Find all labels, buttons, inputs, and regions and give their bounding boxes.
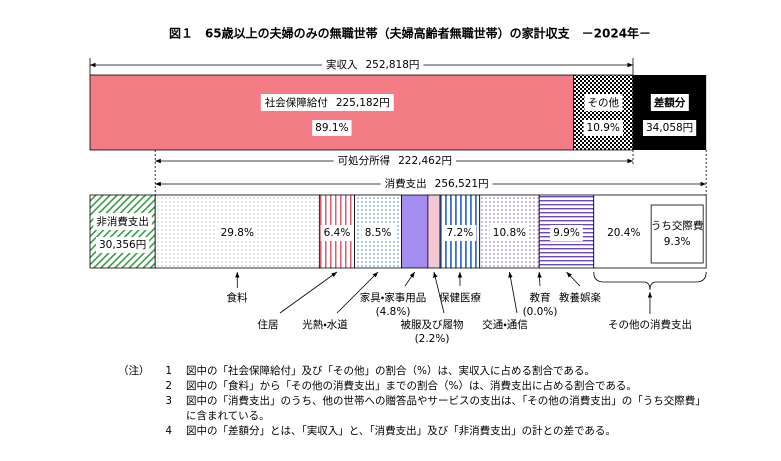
label: 9.9%	[553, 227, 580, 239]
label-bg	[260, 94, 394, 111]
label-bg	[584, 94, 623, 111]
item-label: 光熱・水道	[302, 318, 348, 331]
item-label: 交通・通信	[482, 318, 528, 331]
note-number: 3	[165, 395, 172, 407]
leader-line	[404, 271, 416, 287]
label-bg	[320, 225, 354, 241]
other-income-bar	[573, 74, 634, 151]
label-bg	[93, 213, 152, 230]
notes: （注） 1 図中の「社会保障給付」及び「その他」の割合（%）は、実収入に占める割合で…	[118, 364, 718, 439]
note-text: 図中の「社会保障給付」及び「その他」の割合（%）は、実収入に占める割合である。	[186, 365, 595, 377]
leader-line	[279, 271, 338, 314]
item-share: (2.2%)	[415, 333, 450, 345]
label: 34,058円	[646, 122, 693, 134]
bracket-label: 消費支出	[385, 177, 427, 190]
leader-line	[537, 271, 542, 287]
label-bg	[642, 120, 697, 136]
sub-item-label: うち交際費	[651, 219, 704, 232]
diagram: 図１ 65歳以上の夫婦のみの無職世帯（夫婦高齢者無職世帯）の家計収支 －2024…	[89, 26, 707, 345]
note-text: 図中の「消費支出」のうち、他の世帯への贈答品やサービスの支出は、「その他の消費支…	[186, 395, 706, 422]
title: 図１ 65歳以上の夫婦のみの無職世帯（夫婦高齢者無職世帯）の家計収支 －2024…	[169, 26, 651, 41]
label: 8.5%	[365, 227, 392, 239]
deficit-bar	[633, 75, 707, 150]
bracket-amount: 256,521円	[435, 178, 489, 190]
label: 6.4%	[324, 227, 351, 239]
item-label: 被服及び履物	[401, 318, 464, 331]
sub-item-box	[650, 204, 704, 264]
note: 3 図中の「消費支出」のうち、他の世帯への贈答品やサービスの支出は、「その他の消費…	[118, 394, 718, 424]
label: その他	[587, 96, 619, 109]
leader-line	[508, 271, 518, 314]
label-bg	[583, 120, 623, 136]
label-bg	[550, 225, 583, 241]
bracket-amount: 252,818円	[366, 59, 420, 71]
label-bg	[312, 120, 352, 136]
notes-marker: （注）	[118, 365, 150, 377]
non-consumption-bar	[89, 194, 156, 269]
note: （注） 1 図中の「社会保障給付」及び「その他」の割合（%）は、実収入に占める割合で…	[118, 364, 718, 379]
item-label: 住居	[258, 318, 279, 331]
item-share: (4.8%)	[376, 306, 411, 318]
leader-line	[336, 271, 379, 314]
figure: 社会保障給付 225,182円 89.1% その他 10.9% 差額分 34,058円 実収入…	[89, 57, 707, 345]
label: 89.1%	[315, 122, 348, 134]
item-bar	[401, 194, 429, 269]
label-bg	[604, 225, 644, 241]
social-security-bar	[89, 74, 575, 151]
item-share: (0.0%)	[523, 306, 558, 318]
note-text: 図中の「食料」から「その他の消費支出」までの割合（%）は、消費支出に占める割合で…	[186, 380, 637, 392]
item-label: 保健医療	[439, 291, 481, 304]
label: 社会保障給付	[265, 96, 328, 109]
label: 29.8%	[221, 227, 254, 239]
label-bg	[489, 225, 530, 241]
notes-marker	[118, 394, 150, 424]
brace	[593, 271, 707, 291]
item-label: 教育	[530, 291, 551, 304]
bracket-label: 可処分所得	[338, 154, 391, 167]
leader-line	[433, 271, 445, 314]
label: 10.9%	[587, 122, 620, 134]
item-label: その他の消費支出	[608, 318, 692, 331]
note-text: 図中の「差額分」とは、「実収入」と、「消費支出」及び「非消費支出」の計との差であ…	[186, 425, 616, 437]
label: 20.4%	[607, 227, 640, 239]
note-number: 2	[165, 380, 172, 392]
notes-marker	[118, 424, 150, 439]
label: 差額分	[654, 96, 686, 109]
bracket-label: 実収入	[326, 58, 358, 71]
label-bg	[443, 225, 477, 241]
bracket-amount: 222,462円	[398, 155, 452, 167]
label-bg	[333, 153, 457, 168]
label: 非消費支出	[96, 215, 149, 228]
label-bg	[361, 225, 395, 241]
item-bar	[427, 194, 441, 269]
leader-line	[566, 271, 581, 287]
label: 7.2%	[447, 227, 474, 239]
item-label: 家具・家事用品	[360, 291, 427, 304]
label: 10.8%	[493, 227, 526, 239]
label-bg	[380, 176, 493, 191]
note-number: 1	[165, 365, 172, 377]
label: 225,182円	[336, 97, 390, 109]
notes-marker	[118, 379, 150, 394]
note: 2 図中の「食料」から「その他の消費支出」までの割合（%）は、消費支出に占める割合…	[118, 379, 718, 394]
sub-item-share: 9.3%	[664, 236, 691, 248]
note: 4 図中の「差額分」とは、「実収入」と、「消費支出」及び「非消費支出」の計との差で…	[118, 424, 718, 439]
note-number: 4	[165, 425, 172, 437]
label-bg	[322, 57, 424, 72]
label: 30,356円	[99, 239, 146, 251]
label-bg	[650, 94, 689, 111]
item-label: 教養娯楽	[559, 291, 601, 304]
item-label: 食料	[227, 291, 248, 304]
label-bg	[95, 237, 150, 253]
label-bg	[217, 225, 257, 241]
